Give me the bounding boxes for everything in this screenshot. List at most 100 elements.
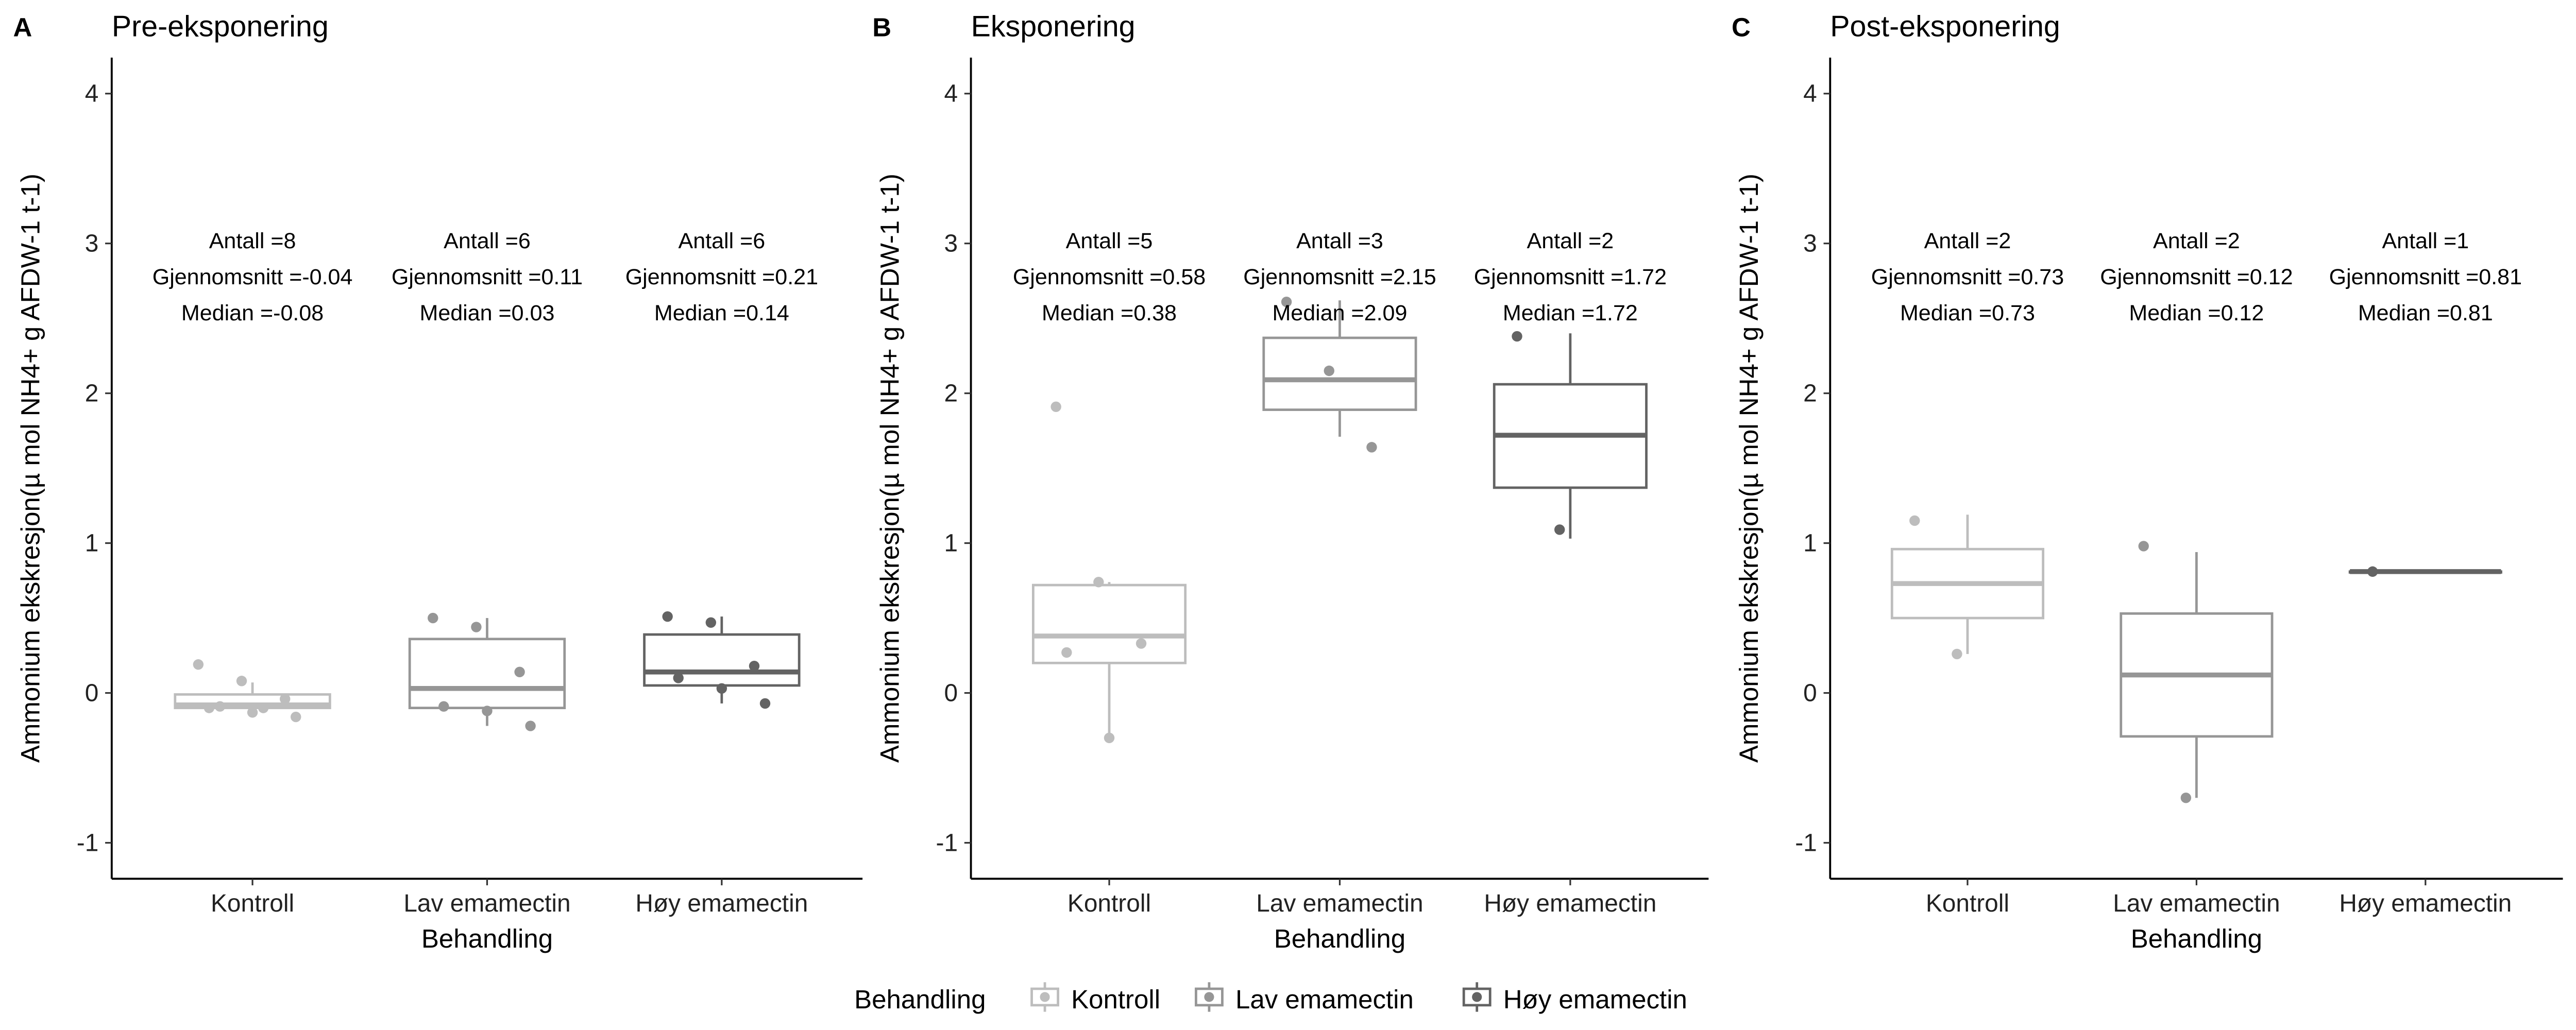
- boxplot-1: [2120, 541, 2274, 803]
- y-tick-label: 1: [944, 530, 958, 557]
- median-label: Median =2.09: [1272, 301, 1407, 325]
- y-tick-label: 4: [944, 80, 958, 108]
- legend-item: Kontroll: [1030, 982, 1160, 1014]
- data-point: [471, 622, 482, 632]
- panel-tag: B: [872, 12, 891, 42]
- data-point: [1093, 577, 1104, 588]
- y-tick-label: 2: [944, 380, 958, 407]
- data-point: [1512, 331, 1522, 342]
- data-point: [2180, 792, 2192, 803]
- median-label: Median =0.14: [654, 301, 789, 325]
- legend-title: Behandling: [854, 985, 986, 1014]
- median-label: Median =0.38: [1042, 301, 1177, 325]
- y-tick-label: 3: [944, 230, 958, 258]
- median-label: Median =0.73: [1900, 301, 2035, 325]
- count-label: Antall =3: [1296, 229, 1383, 253]
- boxplot-0: [174, 659, 331, 723]
- x-tick-label: Kontroll: [1926, 890, 2009, 917]
- y-tick-label: 4: [85, 80, 99, 108]
- data-point: [247, 707, 258, 718]
- x-axis-title: Behandling: [421, 924, 553, 953]
- data-point: [1324, 365, 1334, 376]
- data-point: [662, 611, 673, 622]
- mean-label: Gjennomsnitt =0.21: [625, 265, 818, 289]
- data-point: [1554, 524, 1565, 535]
- data-point: [514, 666, 525, 678]
- data-point: [214, 701, 226, 712]
- boxplot-1: [408, 612, 566, 731]
- data-point: [279, 693, 291, 705]
- panel-title: Pre-eksponering: [112, 10, 329, 43]
- median-label: Median =-0.08: [181, 301, 324, 325]
- data-point: [438, 701, 449, 712]
- data-point: [2138, 541, 2149, 552]
- legend-key-point: [1204, 992, 1214, 1002]
- data-point: [1952, 648, 1962, 660]
- y-tick-label: -1: [77, 829, 99, 856]
- y-tick-label: 0: [1803, 679, 1817, 707]
- y-tick-label: 2: [1803, 380, 1817, 407]
- median-label: Median =0.81: [2358, 301, 2493, 325]
- y-axis-title: Ammonium ekskresjon(µ mol NH4+ g AFDW-1 …: [1734, 174, 1764, 763]
- box: [1262, 336, 1417, 411]
- data-point: [1909, 515, 1920, 526]
- box: [408, 638, 566, 710]
- count-label: Antall =2: [1527, 229, 1614, 253]
- panel-A: A Pre-eksponering -1 0 1 2 3 4 Ammonium ekskresj…: [13, 10, 863, 953]
- x-tick-label: Kontroll: [1067, 890, 1151, 917]
- mean-label: Gjennomsnitt =2.15: [1243, 265, 1436, 289]
- data-point: [428, 612, 438, 624]
- count-label: Antall =6: [444, 229, 531, 253]
- panel-B: B Eksponering -1 0 1 2 3 4 Ammonium ekskresjon(µ…: [872, 10, 1709, 953]
- mean-label: Gjennomsnitt =-0.04: [152, 265, 353, 289]
- y-tick-label: -1: [936, 829, 958, 856]
- boxplot-1: [1262, 296, 1417, 453]
- data-point: [525, 720, 536, 731]
- boxplot-0: [1031, 401, 1187, 744]
- y-axis-title: Ammonium ekskresjon(µ mol NH4+ g AFDW-1 …: [875, 174, 904, 763]
- x-axis-title: Behandling: [2131, 924, 2262, 953]
- median-label: Median =1.72: [1503, 301, 1638, 325]
- y-tick-label: 3: [85, 230, 99, 258]
- mean-label: Gjennomsnitt =0.73: [1871, 265, 2064, 289]
- data-point: [258, 702, 269, 713]
- data-point: [1281, 296, 1292, 307]
- mean-label: Gjennomsnitt =0.81: [2329, 265, 2522, 289]
- legend-label: Høy emamectin: [1503, 985, 1687, 1014]
- data-point: [1050, 401, 1061, 413]
- y-tick-label: 4: [1803, 80, 1817, 108]
- x-tick-label: Lav emamectin: [403, 890, 570, 917]
- median-label: Median =0.12: [2129, 301, 2264, 325]
- panel-title: Eksponering: [971, 10, 1136, 43]
- panel-tag: A: [13, 12, 32, 42]
- data-point: [1366, 442, 1377, 453]
- x-tick-label: Lav emamectin: [2113, 890, 2280, 917]
- x-tick-label: Kontroll: [211, 890, 294, 917]
- data-point: [236, 676, 247, 686]
- data-point: [1061, 647, 1072, 658]
- legend: Behandling Kontroll Lav emamectin Høy emam…: [854, 982, 1687, 1014]
- y-tick-label: 2: [85, 380, 99, 407]
- count-label: Antall =6: [679, 229, 766, 253]
- x-tick-label: Høy emamectin: [2339, 890, 2512, 917]
- mean-label: Gjennomsnitt =1.72: [1474, 265, 1667, 289]
- data-point: [482, 706, 493, 716]
- data-point: [759, 698, 771, 709]
- boxplot-0: [1890, 514, 2045, 660]
- mean-label: Gjennomsnitt =0.11: [392, 265, 583, 289]
- data-point: [1104, 732, 1115, 744]
- data-point: [749, 660, 760, 672]
- data-point: [716, 683, 727, 694]
- legend-key-point: [1472, 992, 1482, 1002]
- x-axis-title: Behandling: [1274, 924, 1405, 953]
- legend-label: Kontroll: [1071, 985, 1160, 1014]
- x-tick-label: Høy emamectin: [1484, 890, 1656, 917]
- y-tick-label: -1: [1795, 829, 1817, 856]
- legend-key-box: [1030, 987, 1059, 1007]
- y-tick-label: 0: [85, 679, 99, 707]
- data-point: [705, 617, 717, 628]
- x-tick-label: Høy emamectin: [635, 890, 808, 917]
- y-axis-title: Ammonium ekskresjon(µ mol NH4+ g AFDW-1 …: [16, 174, 45, 763]
- count-label: Antall =2: [1924, 229, 2011, 253]
